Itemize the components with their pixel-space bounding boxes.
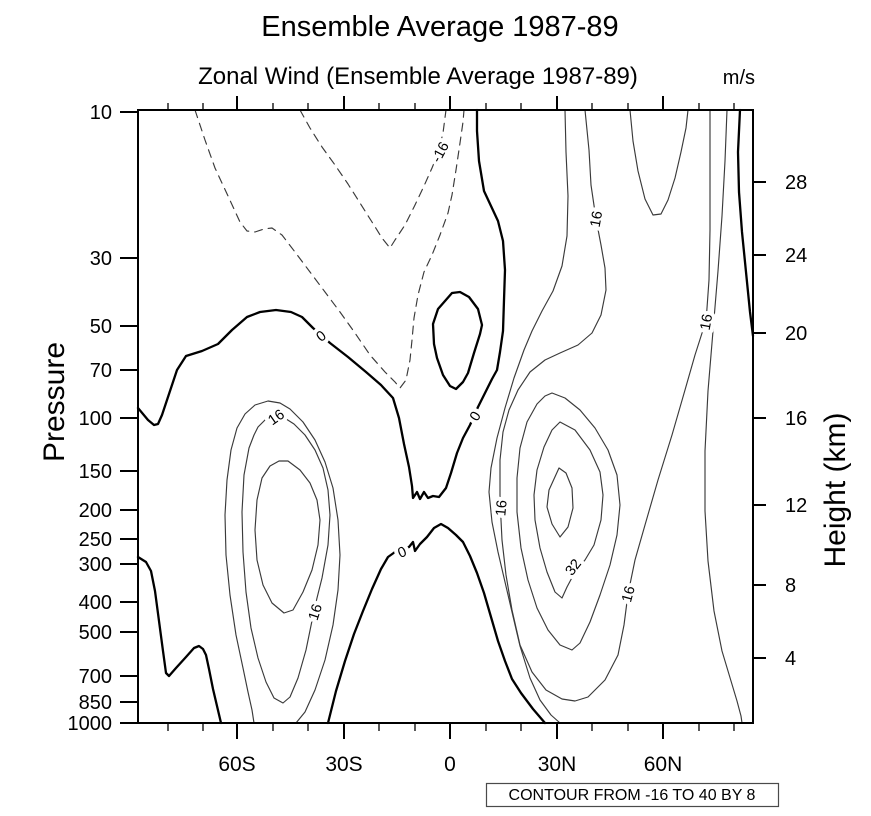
contour-line-polar-24-dip — [629, 109, 689, 216]
right-axis-ticks — [753, 181, 766, 659]
contour-line-zero-top-right — [736, 108, 755, 338]
contour-line-polar-8-right — [704, 109, 743, 724]
contour-line-neg16-dashed — [299, 109, 447, 249]
pressure-tick-label: 700 — [79, 666, 112, 688]
latitude-tick-label: 0 — [444, 753, 456, 776]
top-axis-major-ticks — [236, 96, 664, 110]
left-axis-tick-labels: 10 30 50 70 100 150 200 250 300 400 500 … — [68, 102, 113, 735]
main-title: Ensemble Average 1987-89 — [261, 11, 618, 43]
left-axis-title: Pressure — [38, 342, 71, 462]
pressure-tick-label: 100 — [79, 408, 112, 430]
contour-line-zero-upper — [136, 108, 507, 501]
bottom-axis-major-ticks — [236, 723, 664, 739]
height-tick-label: 8 — [785, 575, 796, 597]
contour-line-sh-16 — [241, 415, 331, 704]
contour-line-zero-equatorial-loop — [431, 290, 484, 391]
contour-line-zero-lower — [326, 522, 547, 725]
contour-label: 16 — [265, 407, 287, 429]
pressure-tick-label: 70 — [90, 360, 112, 382]
pressure-tick-label: 200 — [79, 500, 112, 522]
pressure-tick-label: 400 — [79, 592, 112, 614]
right-axis-tick-labels: 28 24 20 16 12 8 4 — [785, 172, 807, 670]
contour-line-nh-24 — [516, 392, 621, 651]
contour-label: -16 — [429, 139, 453, 165]
contour-line-sh-24 — [254, 460, 321, 614]
contour-line-nh-40 — [546, 467, 574, 538]
height-tick-label: 28 — [785, 172, 807, 194]
contour-info-box: CONTOUR FROM -16 TO 40 BY 8 — [485, 782, 780, 808]
contour-lines-group — [136, 108, 755, 725]
top-axis-minor-ticks — [167, 103, 735, 110]
latitude-tick-label: 30N — [538, 753, 577, 776]
sub-title: Zonal Wind (Ensemble Average 1987-89) — [198, 63, 638, 90]
contour-label: 16 — [493, 499, 510, 516]
contour-line-nh-8-left — [488, 109, 569, 724]
pressure-tick-label: 1000 — [68, 713, 113, 735]
contour-info-text: CONTOUR FROM -16 TO 40 BY 8 — [509, 787, 756, 804]
pressure-tick-label: 850 — [79, 692, 112, 714]
bottom-axis-minor-ticks — [167, 723, 735, 731]
latitude-tick-label: 60S — [218, 753, 255, 776]
height-tick-label: 4 — [785, 648, 796, 670]
height-tick-label: 12 — [785, 495, 807, 517]
height-tick-label: 20 — [785, 323, 807, 345]
pressure-tick-label: 500 — [79, 622, 112, 644]
height-tick-label: 16 — [785, 408, 807, 430]
contour-label: 0 — [314, 328, 330, 346]
contour-label: 16 — [306, 602, 326, 622]
contour-label: 32 — [563, 556, 586, 579]
contour-line-nh-32 — [533, 421, 604, 599]
pressure-tick-label: 150 — [79, 461, 112, 483]
right-axis-title: Height (km) — [819, 412, 852, 567]
units-label: m/s — [723, 67, 755, 89]
contour-line-nh-16 — [499, 109, 711, 702]
pressure-tick-label: 300 — [79, 554, 112, 576]
plot-frame-group — [120, 96, 766, 739]
contour-line-sh-8 — [224, 400, 341, 724]
height-tick-label: 24 — [785, 245, 807, 267]
pressure-tick-label: 30 — [90, 248, 112, 270]
contour-label: 16 — [698, 313, 717, 332]
plot-frame — [137, 109, 754, 724]
latitude-tick-label: 60N — [644, 753, 683, 776]
contour-label: 16 — [588, 210, 607, 229]
pressure-tick-label: 250 — [79, 529, 112, 551]
contour-line-zero-bottom-left — [136, 555, 223, 725]
pressure-tick-label: 10 — [90, 102, 112, 124]
bottom-axis-tick-labels: 60S 30S 0 30N 60N — [218, 753, 682, 776]
contour-label: 16 — [619, 584, 639, 604]
left-axis-ticks — [120, 111, 138, 724]
contour-line-neg8-dashed — [194, 109, 465, 389]
latitude-tick-label: 30S — [325, 753, 362, 776]
contour-info-border — [485, 782, 780, 808]
pressure-tick-label: 50 — [90, 316, 112, 338]
